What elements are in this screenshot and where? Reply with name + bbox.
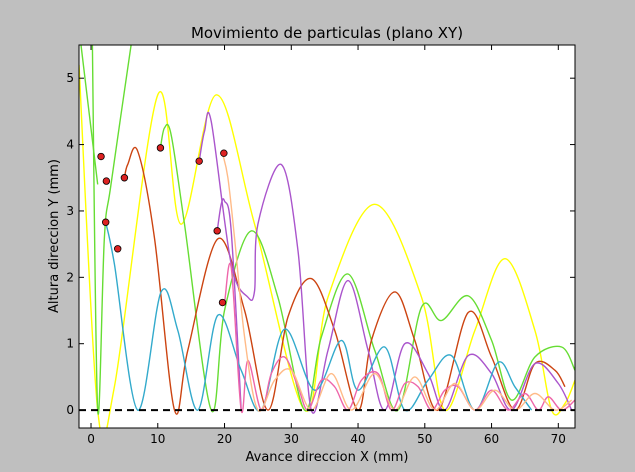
series-line-7 [216,198,242,411]
plot-frame [78,44,576,429]
x-tick-label: 40 [350,432,365,446]
x-axis: 0 10 20 30 40 50 60 70 [87,45,566,446]
y-tick-label: 5 [66,71,74,85]
y-tick-label: 3 [66,204,74,218]
y-tick-label: 1 [66,337,74,351]
start-point-2 [102,177,111,185]
chart-title: Movimiento de particulas (plano XY) [191,24,463,42]
start-point-7 [195,157,203,165]
start-point-8 [220,149,228,157]
x-tick-label: 20 [217,432,232,446]
y-axis: 0 1 2 3 4 5 [66,71,575,417]
y-tick-label: 4 [66,138,74,152]
series-line-10 [221,153,573,412]
plot-area [79,45,575,428]
series-line-8 [105,222,533,412]
y-tick-label: 2 [66,270,74,284]
x-tick-label: 30 [284,432,299,446]
series-line-2 [91,45,132,415]
series-line-5 [123,146,566,415]
y-tick-label: 0 [66,403,74,417]
x-tick-label: 0 [87,432,95,446]
x-tick-label: 60 [484,432,499,446]
start-point-4 [114,245,122,253]
plot-marks [79,45,575,428]
start-point-6 [156,144,165,152]
x-tick-label: 50 [417,432,432,446]
y-axis-label: Altura direccion Y (mm) [47,159,62,313]
x-tick-label: 10 [150,432,165,446]
series-line-4 [159,123,575,413]
start-point-5 [120,174,129,182]
x-axis-label: Avance direccion X (mm) [246,450,409,465]
series-line-3 [80,45,99,185]
start-point-10 [218,298,227,307]
start-point-9 [213,227,221,235]
x-tick-label: 70 [551,432,566,446]
points-layer [97,144,228,307]
start-point-1 [97,152,105,161]
series-layer [79,45,575,428]
start-point-3 [102,218,110,226]
